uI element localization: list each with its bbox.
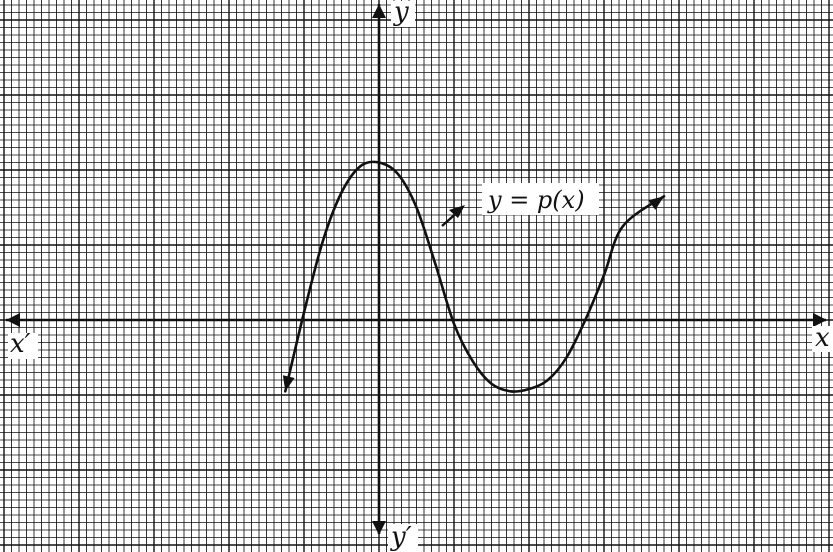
x-axis-left-arrow-icon	[6, 313, 20, 327]
curve-label-pointer	[441, 205, 465, 227]
x-axis	[6, 313, 827, 327]
curve-label: y = p(x)	[482, 183, 599, 215]
y-axis	[372, 4, 386, 535]
axis-label-y: y	[391, 0, 415, 27]
pointer-arrow-icon	[449, 205, 465, 218]
x-axis-right-arrow-icon	[813, 313, 827, 327]
svg-text:y′: y′	[390, 522, 412, 552]
svg-text:y = p(x): y = p(x)	[487, 186, 585, 214]
curve-end-arrow-icon	[648, 196, 664, 210]
curve-start-arrow-icon	[282, 375, 295, 392]
axis-label-y-prime: y′	[388, 522, 418, 552]
axis-label-x-prime: x′	[8, 329, 38, 359]
svg-text:y: y	[393, 0, 409, 27]
y-axis-down-arrow-icon	[372, 521, 386, 535]
curve-p-of-x	[284, 160, 666, 393]
svg-text:x′: x′	[10, 329, 31, 359]
y-axis-up-arrow-icon	[372, 4, 386, 18]
axis-label-x: x	[812, 323, 833, 353]
svg-text:x: x	[815, 323, 830, 353]
